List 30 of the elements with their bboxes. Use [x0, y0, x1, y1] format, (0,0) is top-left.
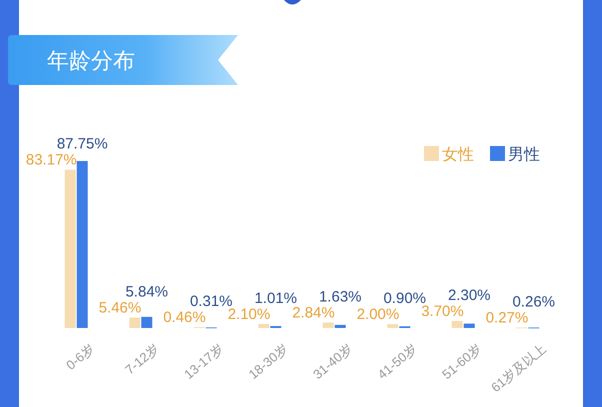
bar	[258, 324, 270, 328]
bar	[334, 324, 346, 328]
x-tick-label: 0-6岁	[63, 340, 98, 373]
data-label: 83.17%	[26, 152, 77, 169]
x-tick-label: 61岁及以上	[488, 340, 549, 396]
data-label: 3.70%	[421, 302, 464, 320]
bar	[141, 316, 152, 328]
data-label: 5.84%	[125, 284, 168, 301]
bar	[452, 320, 463, 328]
data-label: 5.46%	[98, 300, 142, 317]
data-label: 1.63%	[318, 288, 362, 306]
legend-label: 男性	[508, 146, 540, 164]
data-label: 0.27%	[486, 309, 528, 326]
bar	[76, 161, 88, 328]
bar	[64, 170, 76, 328]
data-label: 2.00%	[356, 306, 400, 324]
bar	[129, 318, 140, 328]
legend-label: 女性	[442, 146, 474, 164]
x-tick-label: 7-12岁	[122, 340, 162, 378]
data-label: 2.10%	[228, 306, 270, 324]
data-label: 0.46%	[163, 309, 206, 326]
data-label: 2.84%	[292, 304, 335, 322]
data-label: 2.30%	[448, 286, 491, 304]
bar	[322, 322, 334, 328]
bar	[387, 324, 398, 328]
data-label: 87.75%	[56, 136, 108, 153]
data-label: 0.26%	[512, 293, 556, 310]
data-label: 1.01%	[254, 290, 298, 308]
chart-title: 年龄分布	[47, 48, 135, 73]
bar	[464, 324, 475, 328]
